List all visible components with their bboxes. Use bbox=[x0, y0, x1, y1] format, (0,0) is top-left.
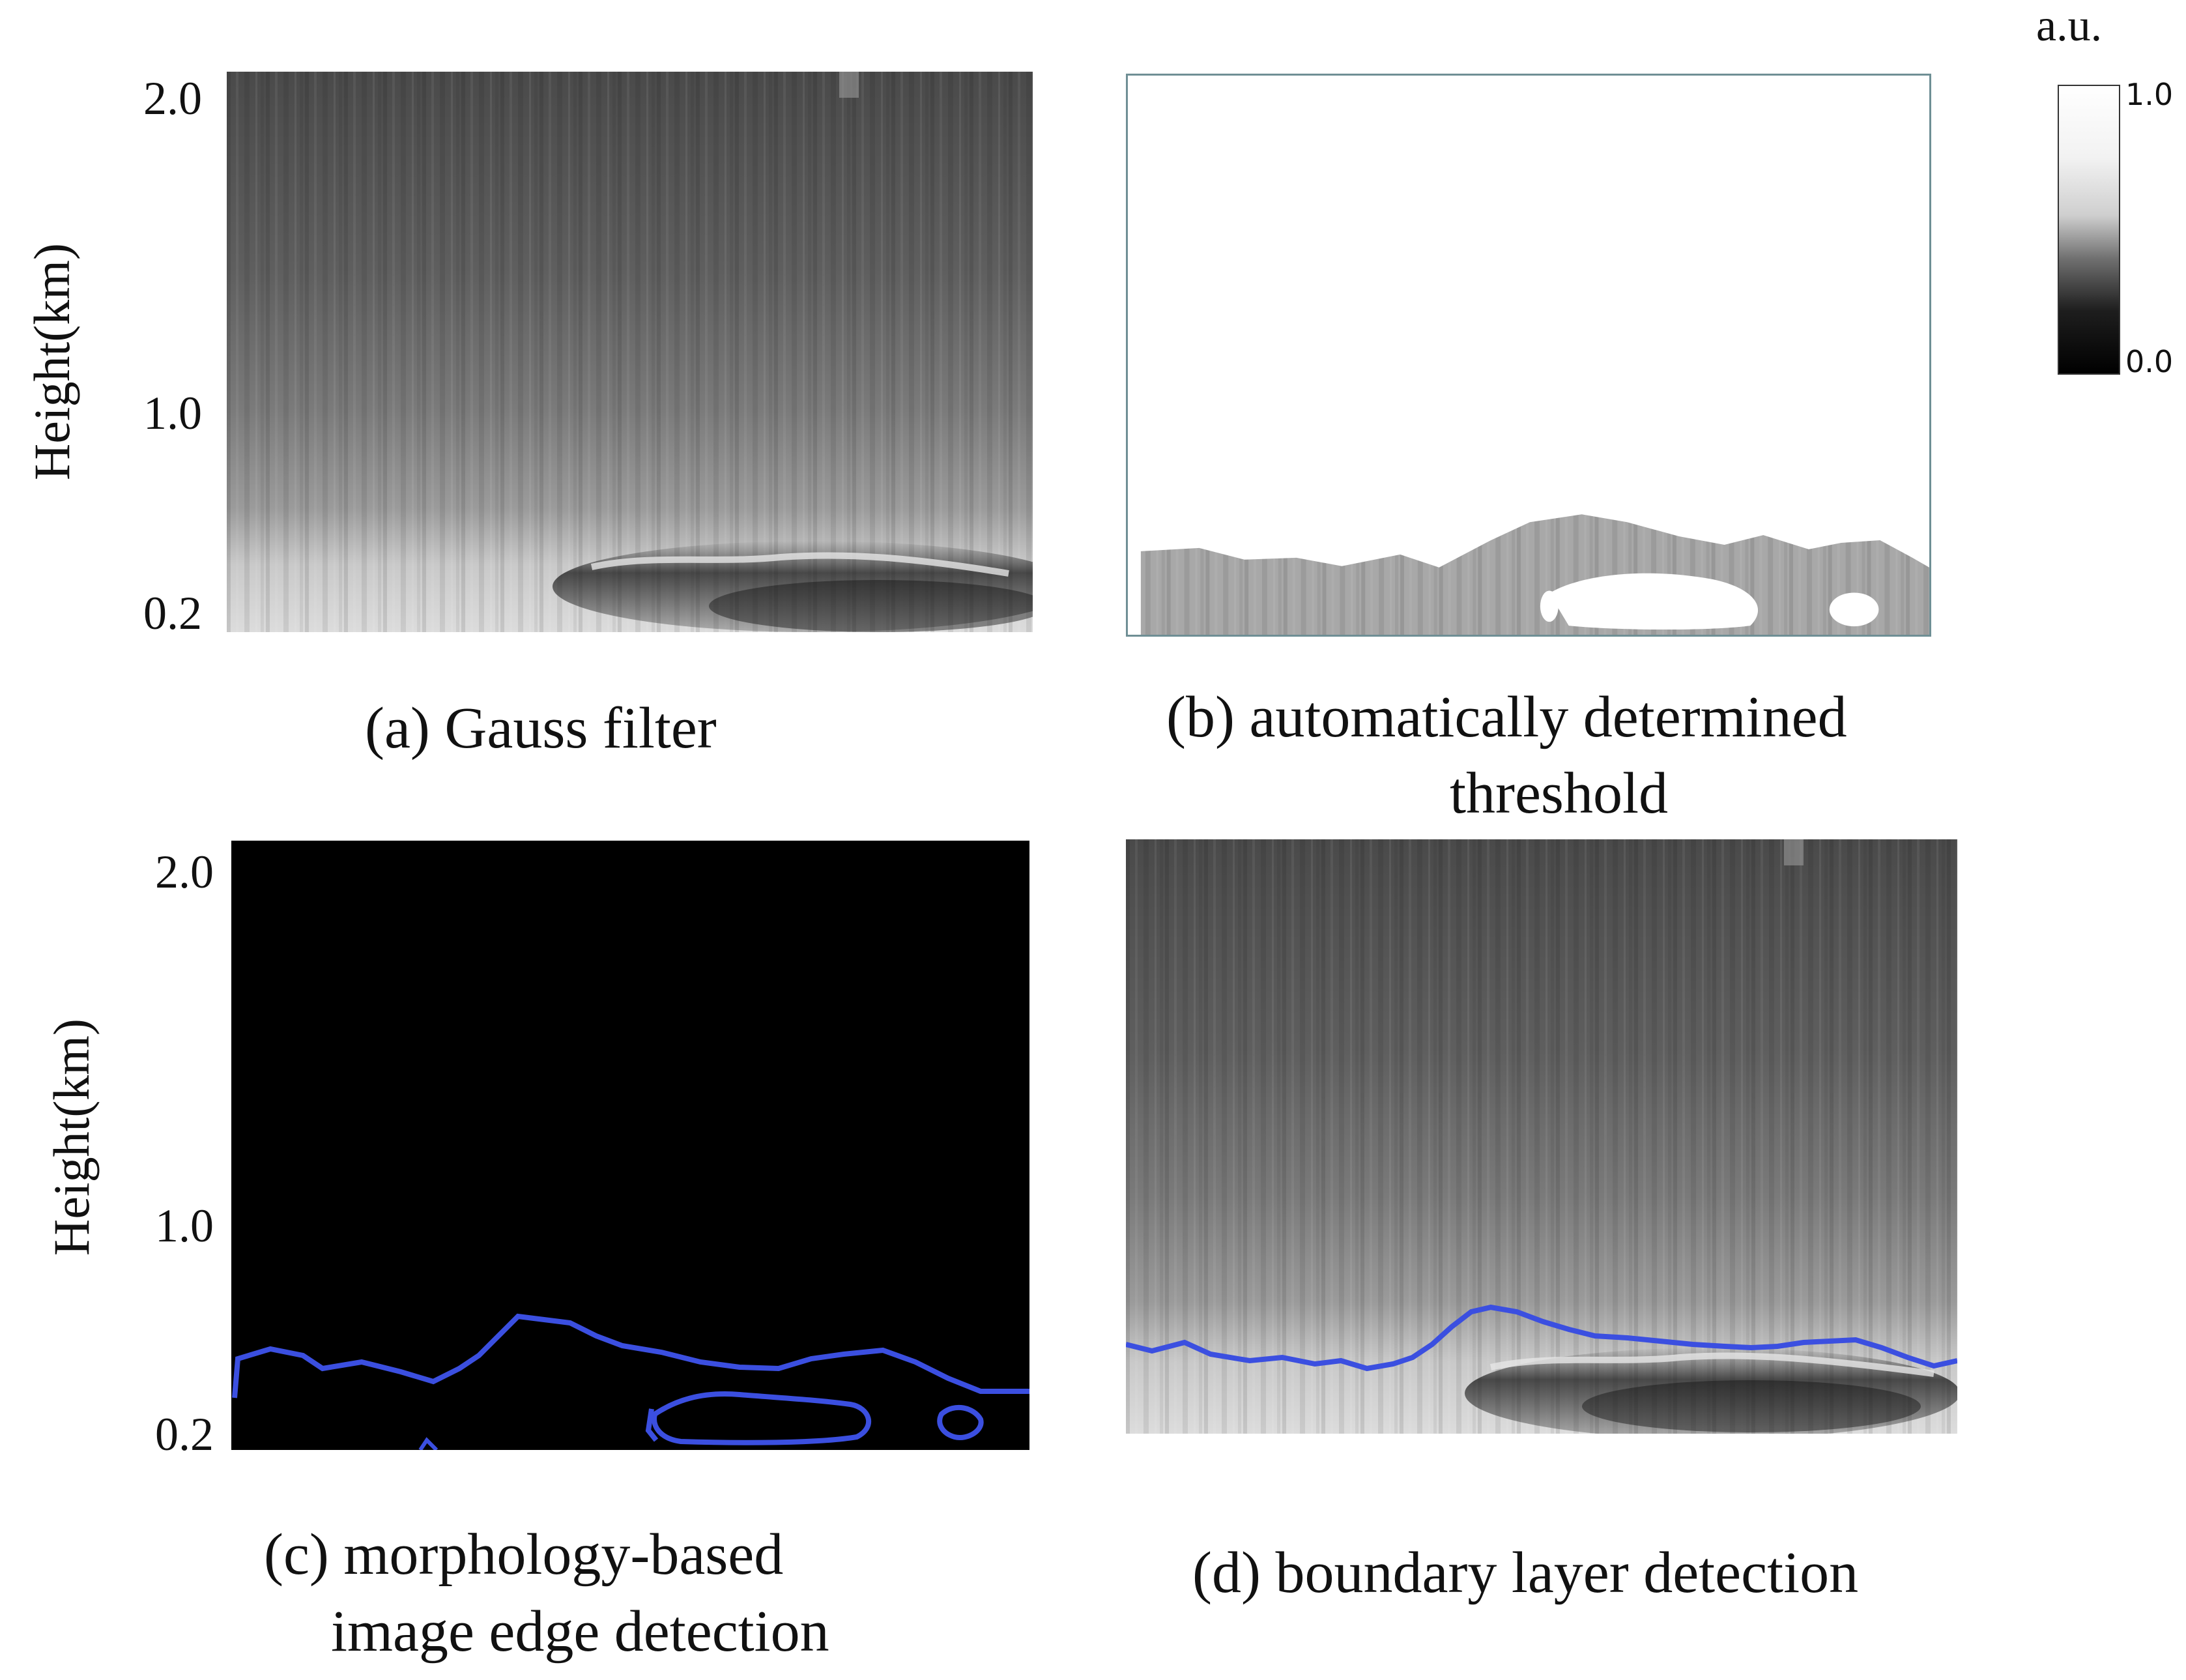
panel-a-tick-1-0: 1.0 bbox=[143, 387, 202, 439]
panel-a-y-axis-label: Height(km) bbox=[23, 243, 80, 480]
panel-a-gauss-filter-image bbox=[227, 72, 1033, 632]
panel-b-caption-line1: (b) automatically determined bbox=[1166, 685, 1847, 749]
boundary-layer-line bbox=[1126, 1304, 1957, 1372]
colorbar bbox=[2058, 85, 2120, 375]
panel-d-boundary-layer-image bbox=[1126, 839, 1957, 1434]
panel-a-caption: (a) Gauss filter bbox=[365, 696, 717, 760]
panel-c-y-axis-label: Height(km) bbox=[43, 1019, 100, 1256]
panel-b-caption-line2: threshold bbox=[1450, 761, 1668, 826]
panel-c-caption-line1: (c) morphology-based bbox=[264, 1522, 784, 1587]
panel-a-tick-0-2: 0.2 bbox=[143, 587, 202, 639]
panel-c-tick-0-2: 0.2 bbox=[155, 1408, 214, 1460]
panel-c-tick-1-0: 1.0 bbox=[155, 1200, 214, 1252]
panel-a-tick-2-0: 2.0 bbox=[143, 72, 202, 124]
colorbar-max-label: 1.0 bbox=[2125, 77, 2174, 112]
colorbar-unit-label: a.u. bbox=[2036, 1, 2103, 51]
panel-b-threshold-image bbox=[1126, 74, 1931, 637]
colorbar-min-label: 0.0 bbox=[2125, 344, 2174, 379]
edge-contour-small bbox=[937, 1405, 984, 1440]
edge-contour-upper bbox=[232, 1313, 1029, 1398]
panel-d-caption: (d) boundary layer detection bbox=[1192, 1541, 1859, 1605]
panel-c-caption-line2: image edge detection bbox=[331, 1599, 829, 1664]
edge-contour-lower bbox=[652, 1391, 872, 1445]
panel-c-edge-detection-image bbox=[231, 841, 1029, 1450]
panel-c-tick-2-0: 2.0 bbox=[155, 846, 214, 898]
